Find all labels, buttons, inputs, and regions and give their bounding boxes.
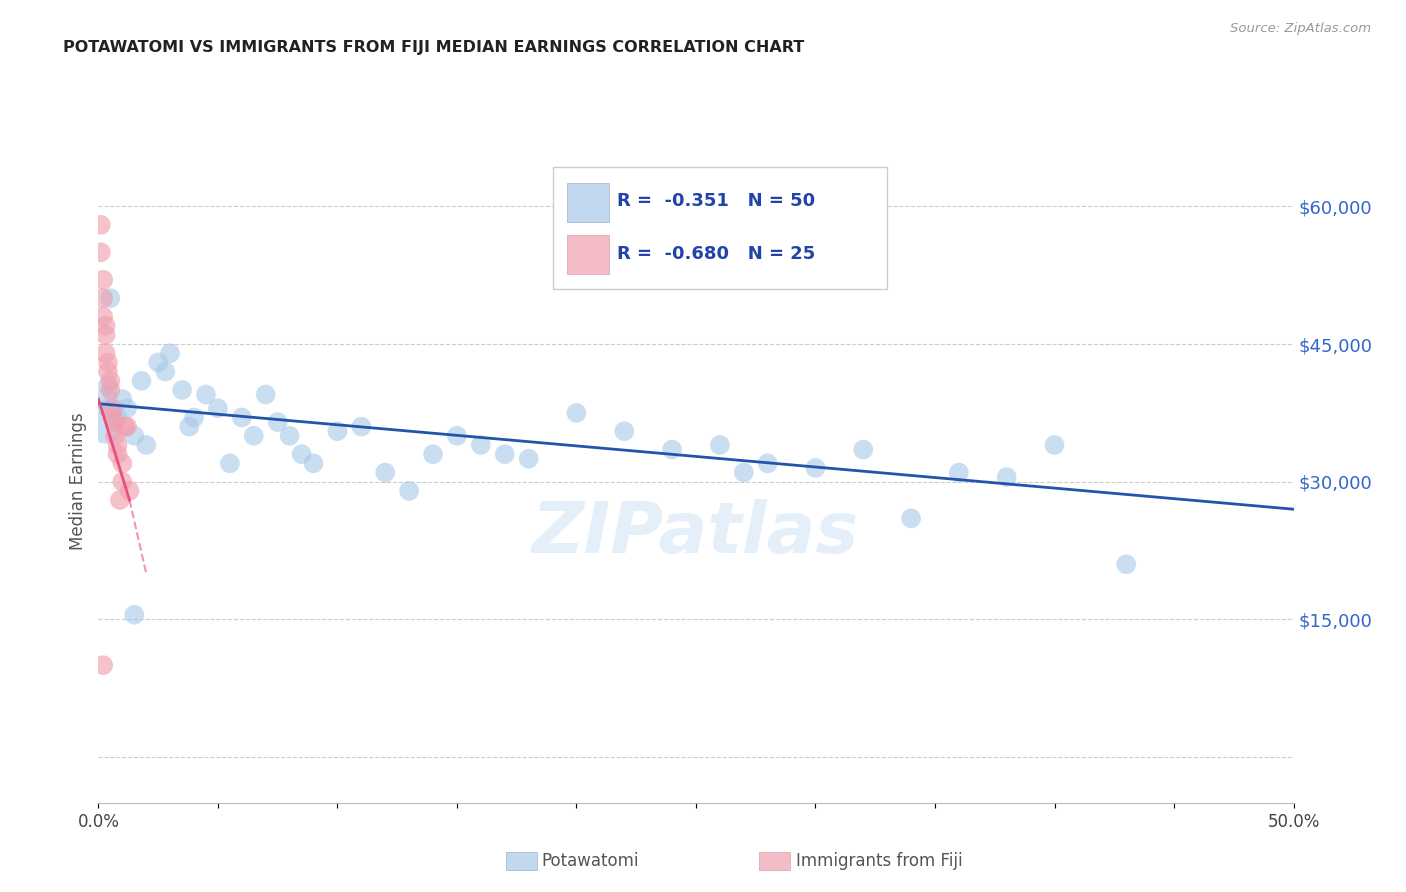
Point (114, 419, 136, 434)
Point (733, 466, 755, 480)
Point (104, 415, 127, 429)
Text: ZIPatlas: ZIPatlas (533, 499, 859, 567)
Point (231, 410, 253, 425)
Point (756, 456, 779, 470)
Point (115, 419, 138, 434)
Point (148, 355, 170, 369)
Text: Potawatomi: Potawatomi (541, 852, 638, 870)
Point (111, 475, 134, 489)
Point (97, 355, 120, 369)
Point (446, 429, 468, 443)
Point (98, 291, 122, 305)
Point (1043, 438, 1066, 452)
Point (278, 429, 301, 443)
Point (91, 291, 114, 305)
Point (91, 658, 114, 673)
Point (104, 429, 127, 443)
Point (124, 429, 146, 443)
Point (107, 410, 129, 425)
Point (291, 447, 314, 461)
Text: R =  -0.680   N = 25: R = -0.680 N = 25 (617, 244, 815, 262)
Point (94, 346, 117, 360)
Text: POTAWATOMI VS IMMIGRANTS FROM FIJI MEDIAN EARNINGS CORRELATION CHART: POTAWATOMI VS IMMIGRANTS FROM FIJI MEDIA… (63, 40, 804, 55)
Text: Immigrants from Fiji: Immigrants from Fiji (796, 852, 963, 870)
Point (90, 245, 112, 260)
Point (91, 310, 114, 324)
Point (900, 511, 922, 525)
Point (94, 318, 117, 333)
Text: R =  -0.351   N = 50: R = -0.351 N = 50 (617, 192, 815, 211)
Point (101, 401, 124, 416)
Point (107, 447, 129, 461)
Point (97, 365, 120, 379)
Point (1115, 558, 1137, 572)
Point (613, 424, 636, 438)
Y-axis label: Median Earnings: Median Earnings (69, 413, 87, 550)
Point (422, 447, 444, 461)
Point (111, 392, 134, 406)
Point (350, 419, 373, 434)
Point (267, 415, 290, 429)
Point (101, 410, 124, 425)
Point (194, 387, 218, 401)
Point (565, 406, 588, 420)
Point (517, 451, 540, 466)
Point (207, 401, 229, 416)
Point (948, 466, 970, 480)
Point (494, 447, 516, 461)
Point (254, 387, 277, 401)
Point (661, 442, 683, 457)
Point (94, 327, 117, 342)
Point (135, 438, 157, 452)
Point (94, 419, 117, 434)
Point (111, 456, 134, 470)
Point (374, 466, 396, 480)
Point (398, 483, 420, 498)
Text: Source: ZipAtlas.com: Source: ZipAtlas.com (1230, 22, 1371, 36)
Point (97, 401, 120, 416)
Point (243, 429, 266, 443)
Point (709, 438, 731, 452)
Point (804, 461, 827, 475)
Point (97, 378, 120, 392)
Point (995, 470, 1018, 484)
Point (326, 424, 349, 438)
Point (98, 383, 122, 397)
Point (852, 442, 875, 457)
Point (115, 401, 138, 416)
Point (172, 383, 194, 397)
Point (183, 410, 205, 425)
Point (98, 374, 122, 388)
Point (108, 493, 131, 508)
Point (302, 456, 325, 470)
Point (91, 273, 114, 287)
Point (94, 392, 117, 406)
Point (470, 438, 492, 452)
Point (107, 438, 129, 452)
Point (155, 365, 177, 379)
Point (159, 346, 181, 360)
Point (219, 456, 242, 470)
Point (124, 607, 146, 622)
Point (90, 218, 112, 232)
Point (179, 419, 201, 434)
Point (118, 483, 141, 498)
Point (131, 374, 153, 388)
